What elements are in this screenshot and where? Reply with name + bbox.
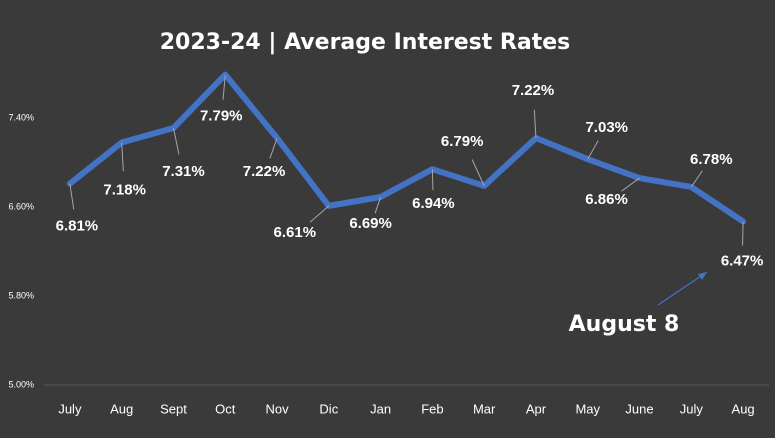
annotation-arrowhead [698,272,707,280]
x-tick-label: July [680,401,704,416]
leader-line [269,137,278,159]
data-label: 7.22% [512,82,555,99]
data-label: 7.31% [162,163,205,180]
data-label: 7.79% [200,108,243,125]
leader-line [431,169,434,191]
leader-line [471,159,485,187]
x-tick-label: Feb [421,401,443,416]
x-tick-label: Dic [319,401,338,416]
x-tick-label: Mar [473,401,496,416]
leader-line [690,170,703,188]
x-tick-label: Aug [732,401,755,416]
x-tick-label: June [625,401,653,416]
x-tick-label: Aug [110,401,133,416]
data-label: 6.86% [585,191,628,208]
x-tick-label: Nov [265,401,289,416]
x-tick-label: Jan [370,401,391,416]
x-tick-label: Oct [215,401,236,416]
chart-title: 2023-24 | Average Interest Rates [160,30,571,55]
data-label: 6.79% [441,133,484,150]
data-label: 6.81% [56,218,99,235]
line [66,71,747,225]
leader-line [222,74,226,100]
y-tick-label: 5.80% [8,290,34,300]
data-label: 6.47% [721,252,764,269]
x-tick-label: July [58,401,82,416]
x-tick-label: Apr [526,401,547,416]
leader-line [69,183,75,210]
annotation-arrow [657,271,708,306]
y-tick-label: 7.40% [8,112,34,122]
data-label: 6.69% [349,215,392,232]
x-tick-label: Sept [160,401,187,416]
data-label: 6.61% [274,224,317,241]
leader-line [587,140,599,160]
annotation: August 8 [569,312,680,337]
leader-line [742,221,744,246]
y-tick-label: 5.00% [8,379,34,389]
leader-line [309,205,330,223]
data-label: 6.78% [690,151,733,168]
y-tick-label: 6.60% [8,201,34,211]
data-label: 7.18% [103,181,146,198]
leader-line [621,177,640,192]
leader-line [121,142,124,172]
leader-line [172,127,180,155]
leader-line [533,109,537,139]
data-label: 7.03% [585,119,628,136]
data-label: 6.94% [412,195,455,212]
leader-line [374,196,382,214]
data-label: 7.22% [243,163,286,180]
x-tick-label: May [575,401,600,416]
